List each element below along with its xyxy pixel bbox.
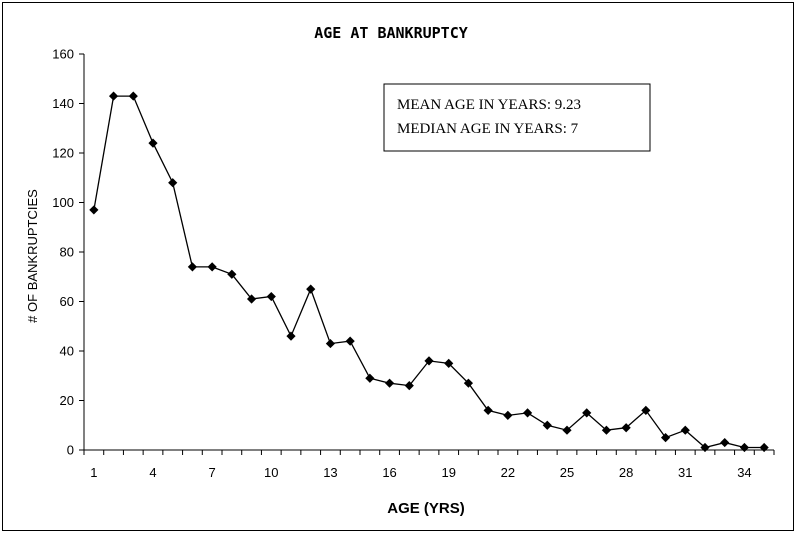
data-point xyxy=(444,358,454,368)
data-point xyxy=(759,442,769,453)
y-axis-title: # OF BANKRUPTCIES xyxy=(25,189,40,323)
x-tick-label: 7 xyxy=(209,465,216,480)
x-axis-ticks: 1 4 7 10 13 16 19 22 25 28 31 34 xyxy=(83,450,775,480)
y-tick-label: 120 xyxy=(52,146,74,161)
y-tick-label: 0 xyxy=(67,443,74,458)
x-tick-label: 22 xyxy=(501,465,515,480)
data-point xyxy=(89,205,99,215)
data-point xyxy=(187,262,198,272)
x-tick-label: 25 xyxy=(560,465,574,480)
data-point xyxy=(246,294,257,304)
data-point xyxy=(128,91,138,101)
x-axis-title: AGE (YRS) xyxy=(387,500,465,517)
x-tick-label: 4 xyxy=(149,465,156,480)
data-point xyxy=(582,408,592,418)
x-tick-label: 13 xyxy=(323,465,337,480)
data-point xyxy=(207,262,217,272)
data-point xyxy=(739,442,750,453)
data-point xyxy=(286,331,296,341)
data-point xyxy=(483,405,493,415)
x-tick-label: 31 xyxy=(678,465,692,480)
data-point xyxy=(108,91,119,101)
data-point xyxy=(384,378,395,388)
data-point xyxy=(641,405,651,415)
chart-title: AGE AT BANKRUPTCY xyxy=(314,24,468,42)
data-point xyxy=(404,381,414,391)
data-point xyxy=(503,410,513,420)
x-tick-label: 1 xyxy=(90,465,97,480)
data-point xyxy=(365,373,375,383)
data-point xyxy=(266,291,276,302)
y-tick-label: 140 xyxy=(52,96,74,111)
data-point xyxy=(621,423,631,433)
y-tick-label: 40 xyxy=(60,344,74,359)
y-tick-label: 80 xyxy=(60,245,74,260)
data-point xyxy=(601,425,612,435)
data-point xyxy=(562,425,572,435)
y-axis-ticks: 0 20 40 60 80 100 120 140 160 xyxy=(52,47,84,458)
x-tick-label: 19 xyxy=(441,465,455,480)
data-point xyxy=(148,138,158,148)
stats-annotation-box: MEAN AGE IN YEARS: 9.23 MEDIAN AGE IN YE… xyxy=(383,83,651,152)
data-point xyxy=(463,378,474,388)
data-point xyxy=(720,437,730,448)
median-age-annotation: MEDIAN AGE IN YEARS: 7 xyxy=(397,121,579,137)
data-point xyxy=(660,433,671,443)
y-tick-label: 20 xyxy=(60,393,74,408)
data-point xyxy=(542,420,552,430)
mean-age-annotation: MEAN AGE IN YEARS: 9.23 xyxy=(397,97,581,113)
data-point xyxy=(345,336,355,346)
data-point xyxy=(325,338,336,349)
x-tick-label: 28 xyxy=(619,465,633,480)
data-point xyxy=(700,442,710,453)
x-tick-label: 16 xyxy=(382,465,396,480)
data-point xyxy=(227,269,237,279)
data-point xyxy=(306,284,316,294)
data-point xyxy=(522,408,533,418)
y-tick-label: 100 xyxy=(52,195,74,210)
x-tick-label: 34 xyxy=(737,465,751,480)
series-markers xyxy=(89,91,769,453)
y-tick-label: 60 xyxy=(60,294,74,309)
data-point xyxy=(168,178,178,188)
data-point xyxy=(424,356,434,366)
x-tick-label: 10 xyxy=(264,465,278,480)
y-tick-label: 160 xyxy=(52,47,74,62)
data-point xyxy=(680,425,690,435)
